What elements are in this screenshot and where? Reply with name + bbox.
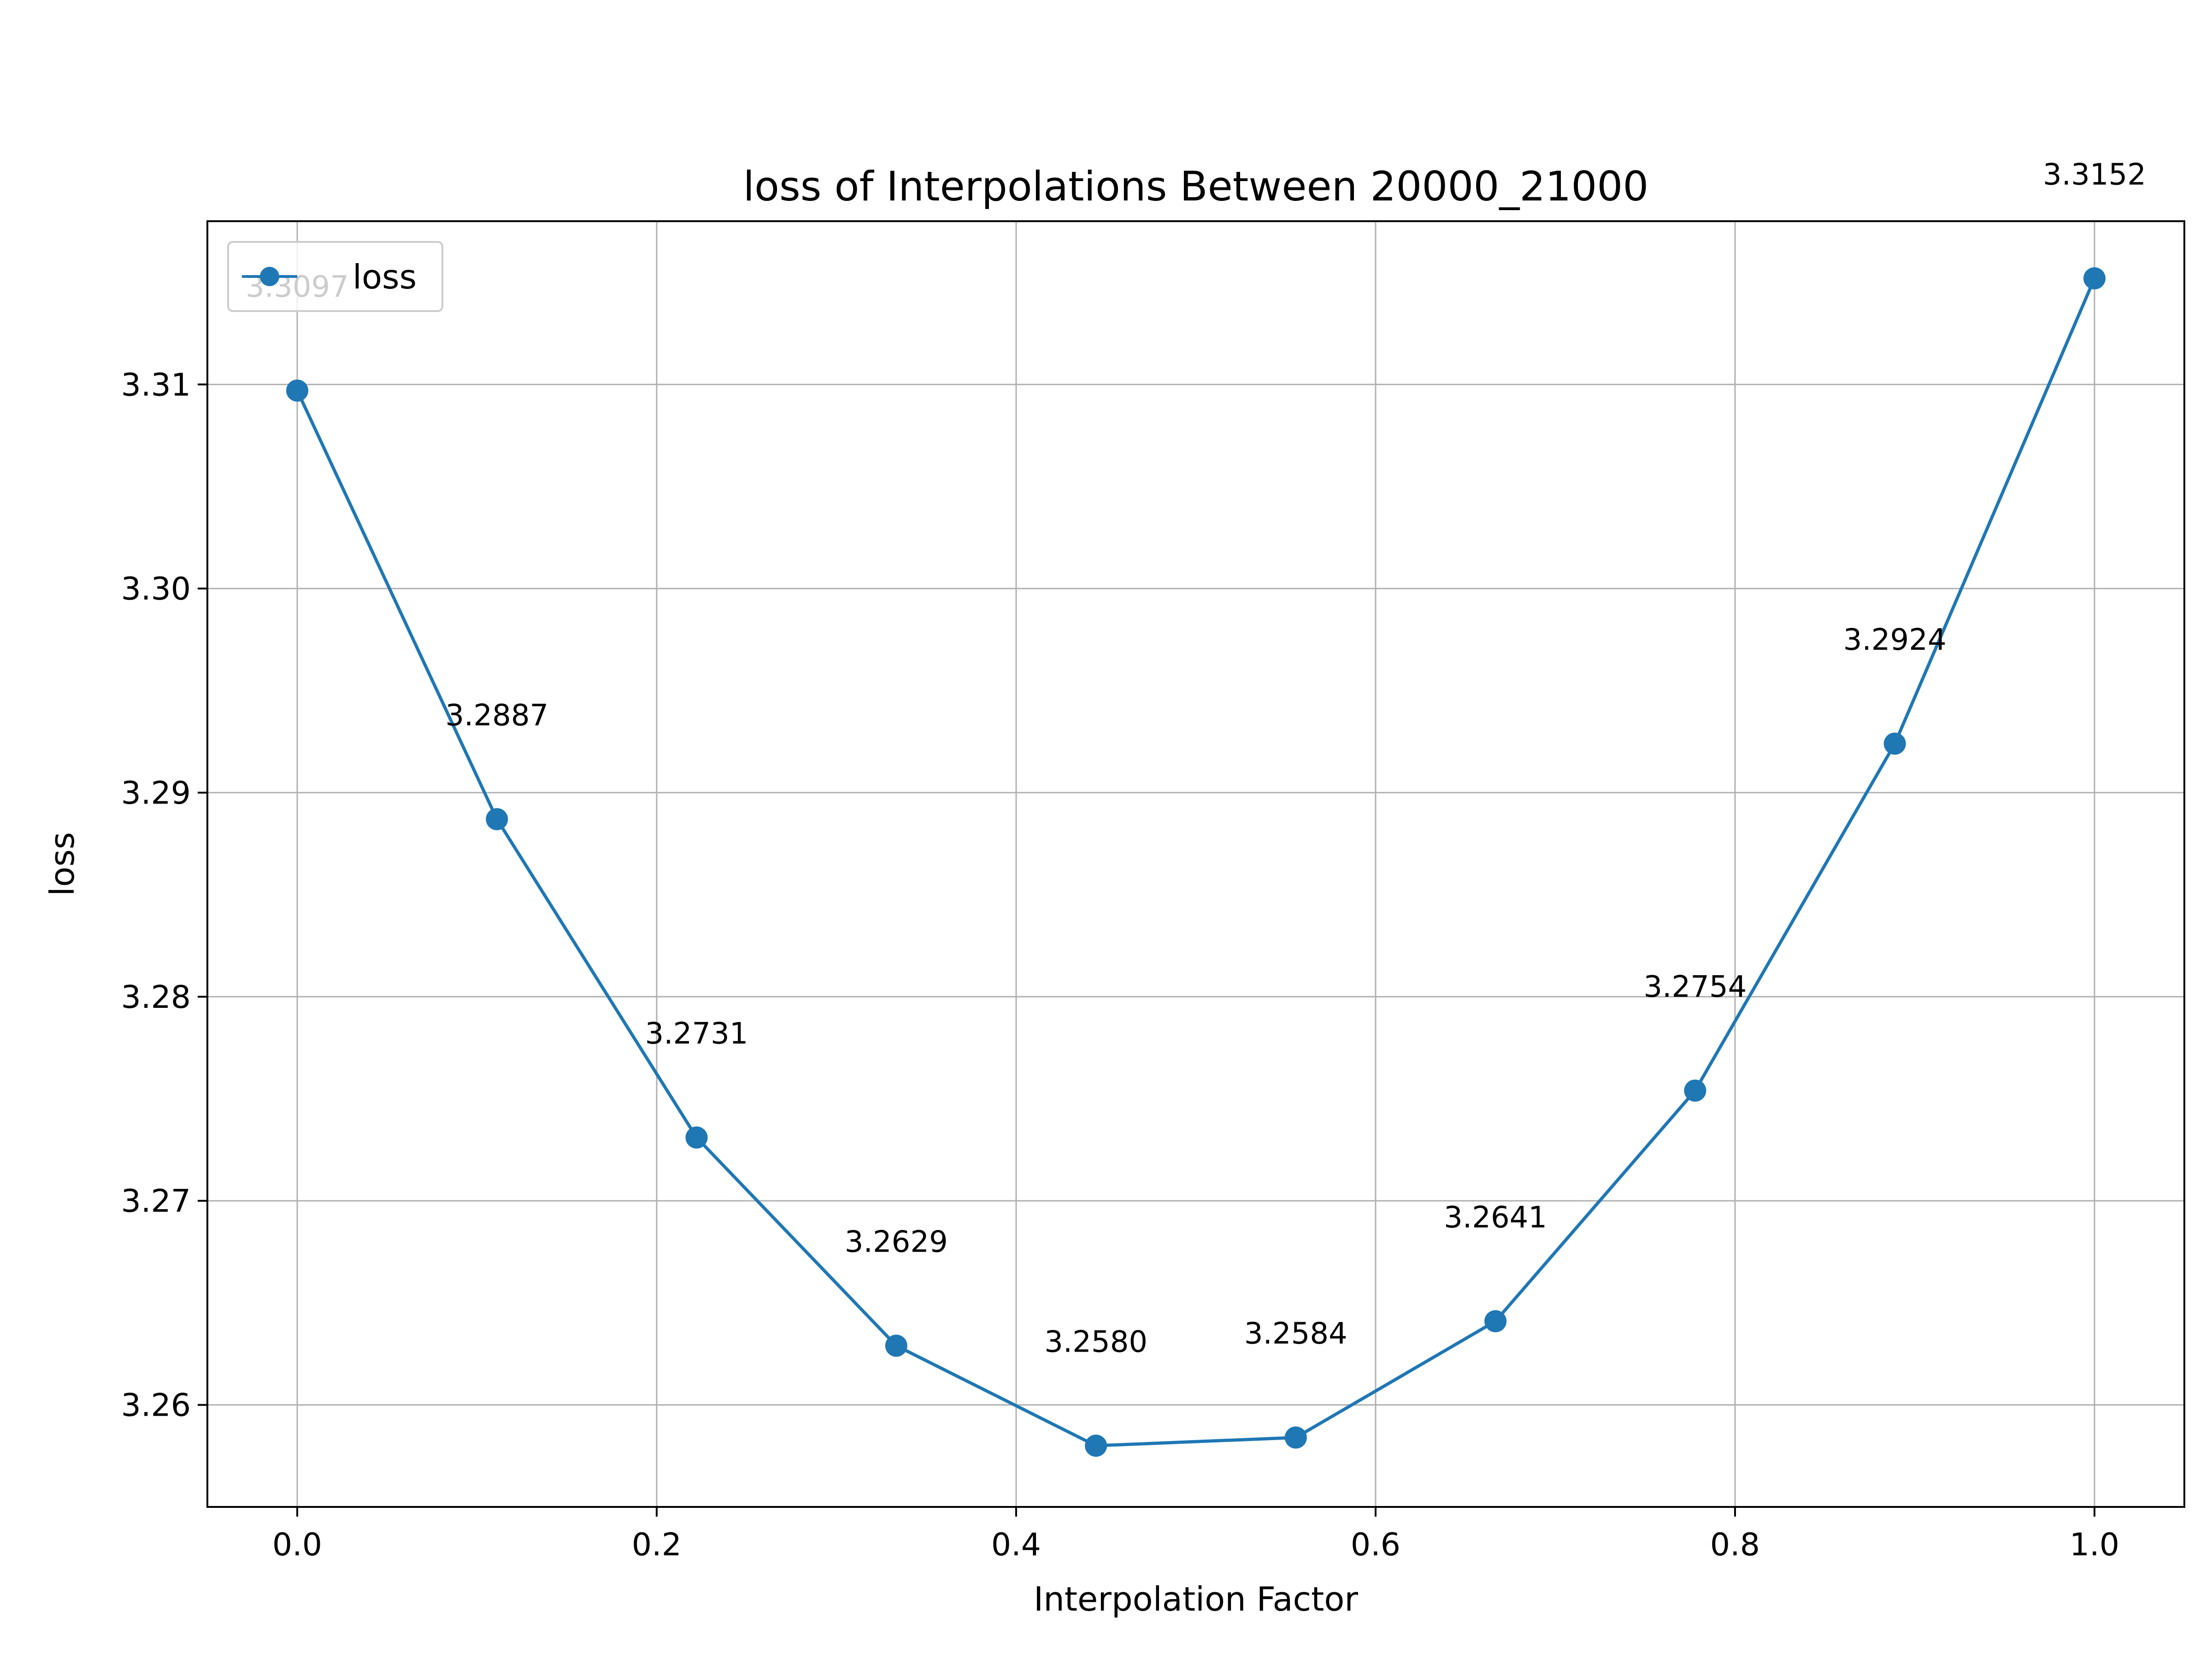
data-label: 3.2731 <box>645 1017 748 1051</box>
legend: loss <box>227 241 443 312</box>
data-point <box>885 1335 907 1357</box>
legend-marker-swatch <box>260 267 279 286</box>
series-line-loss <box>295 277 2096 1447</box>
y-tick-label: 3.31 <box>121 367 191 403</box>
data-label: 3.2584 <box>1244 1317 1347 1351</box>
plot-frame <box>206 220 2185 1508</box>
x-tick-label: 0.6 <box>1351 1527 1400 1563</box>
x-tick-label: 0.8 <box>1710 1527 1760 1563</box>
chart-title: loss of Interpolations Between 20000_210… <box>743 163 1649 210</box>
data-point <box>486 808 508 830</box>
data-point <box>1284 1426 1307 1449</box>
y-tick-label: 3.29 <box>121 775 191 812</box>
data-label: 3.2754 <box>1643 970 1747 1004</box>
x-axis-label: Interpolation Factor <box>1034 1580 1358 1618</box>
data-label: 3.2580 <box>1044 1325 1147 1359</box>
series-layer <box>286 267 2106 1457</box>
y-axis-label: loss <box>43 832 82 896</box>
ticks: 0.0 0.2 0.4 0.6 0.8 1.0 3.26 3.27 3.28 3.29 3.30 3.… <box>121 367 2119 1563</box>
data-point <box>286 379 308 402</box>
data-label: 3.3152 <box>2043 158 2146 192</box>
y-tick-label: 3.26 <box>121 1388 191 1424</box>
data-point <box>1883 732 1906 755</box>
x-tick-label: 1.0 <box>2070 1527 2119 1563</box>
data-label: 3.2924 <box>1843 623 1947 657</box>
y-tick-label: 3.28 <box>121 979 191 1016</box>
grid <box>207 221 2184 1507</box>
data-point <box>1684 1079 1706 1102</box>
y-tick-label: 3.27 <box>121 1183 191 1220</box>
legend-box <box>227 241 443 312</box>
data-point <box>685 1126 708 1149</box>
legend-entry-loss: loss <box>353 258 417 296</box>
data-label: 3.2641 <box>1444 1200 1547 1235</box>
data-label: 3.2629 <box>845 1225 948 1259</box>
data-point <box>1085 1435 1107 1457</box>
data-point <box>1484 1310 1507 1332</box>
data-label: 3.2887 <box>445 699 548 733</box>
y-tick-label: 3.30 <box>121 571 191 607</box>
x-tick-label: 0.4 <box>991 1527 1041 1563</box>
data-point <box>2083 267 2106 289</box>
x-tick-label: 0.0 <box>272 1527 322 1563</box>
x-tick-label: 0.2 <box>632 1527 682 1563</box>
